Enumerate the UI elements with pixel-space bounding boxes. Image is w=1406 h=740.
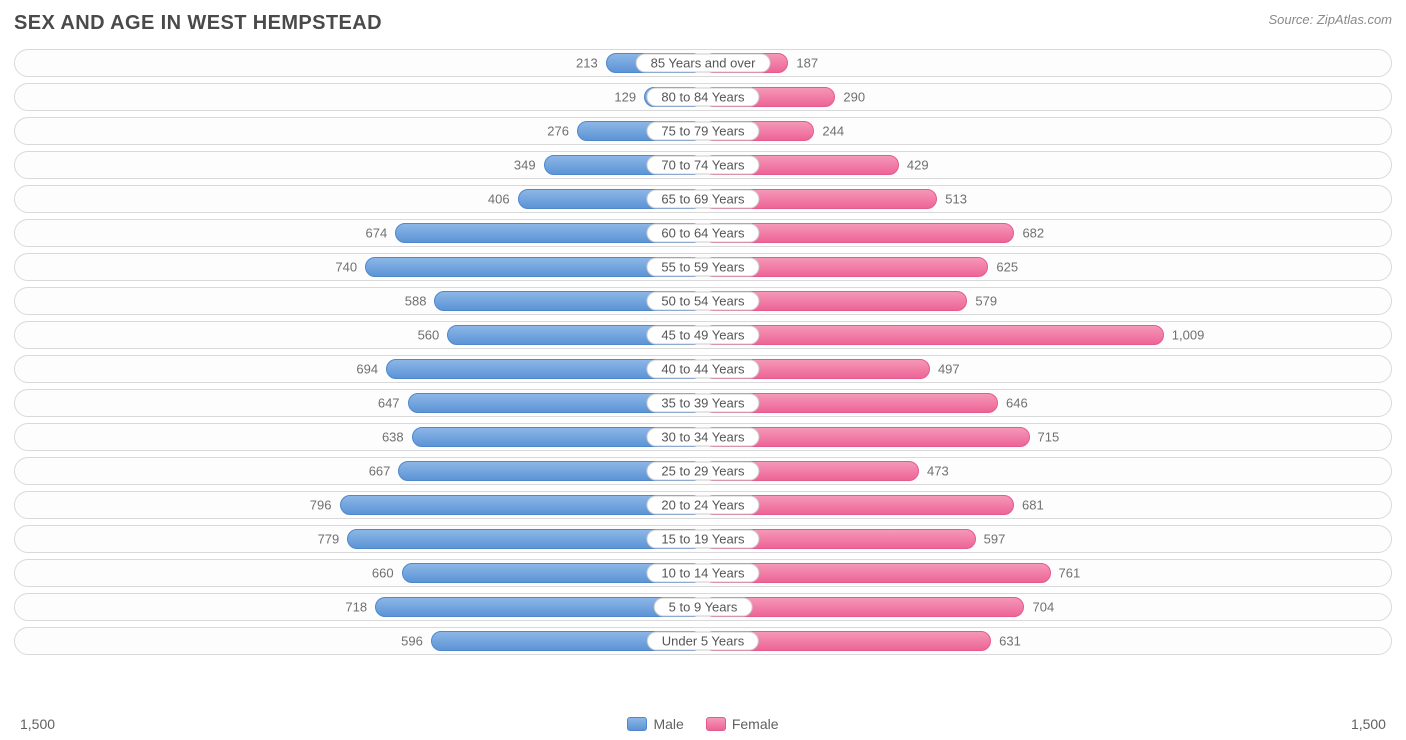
male-value: 560 bbox=[418, 328, 440, 343]
female-value: 1,009 bbox=[1172, 328, 1205, 343]
pyramid-row: 779 597 15 to 19 Years bbox=[14, 525, 1392, 553]
pyramid-row: 796 681 20 to 24 Years bbox=[14, 491, 1392, 519]
legend-male: Male bbox=[627, 716, 683, 732]
male-swatch-icon bbox=[627, 717, 647, 731]
male-value: 718 bbox=[345, 600, 367, 615]
age-category-label: 45 to 49 Years bbox=[646, 326, 759, 345]
female-value: 473 bbox=[927, 464, 949, 479]
age-category-label: Under 5 Years bbox=[647, 632, 759, 651]
age-category-label: 5 to 9 Years bbox=[654, 598, 753, 617]
pyramid-row: 276 244 75 to 79 Years bbox=[14, 117, 1392, 145]
male-value: 779 bbox=[318, 532, 340, 547]
female-value: 715 bbox=[1038, 430, 1060, 445]
age-category-label: 40 to 44 Years bbox=[646, 360, 759, 379]
age-category-label: 70 to 74 Years bbox=[646, 156, 759, 175]
male-value: 276 bbox=[547, 124, 569, 139]
pyramid-row: 660 761 10 to 14 Years bbox=[14, 559, 1392, 587]
age-category-label: 15 to 19 Years bbox=[646, 530, 759, 549]
female-value: 681 bbox=[1022, 498, 1044, 513]
axis-right-label: 1,500 bbox=[1351, 716, 1386, 732]
female-value: 513 bbox=[945, 192, 967, 207]
pyramid-row: 740 625 55 to 59 Years bbox=[14, 253, 1392, 281]
axis-left-label: 1,500 bbox=[20, 716, 55, 732]
age-category-label: 60 to 64 Years bbox=[646, 224, 759, 243]
female-value: 244 bbox=[822, 124, 844, 139]
pyramid-row: 596 631 Under 5 Years bbox=[14, 627, 1392, 655]
age-category-label: 55 to 59 Years bbox=[646, 258, 759, 277]
chart-container: SEX AND AGE IN WEST HEMPSTEAD Source: Zi… bbox=[0, 0, 1406, 740]
female-value: 579 bbox=[975, 294, 997, 309]
male-value: 667 bbox=[369, 464, 391, 479]
male-value: 674 bbox=[366, 226, 388, 241]
female-value: 597 bbox=[984, 532, 1006, 547]
legend-female: Female bbox=[706, 716, 779, 732]
age-category-label: 10 to 14 Years bbox=[646, 564, 759, 583]
male-value: 588 bbox=[405, 294, 427, 309]
pyramid-row: 638 715 30 to 34 Years bbox=[14, 423, 1392, 451]
pyramid-row: 213 187 85 Years and over bbox=[14, 49, 1392, 77]
male-value: 740 bbox=[335, 260, 357, 275]
female-value: 631 bbox=[999, 634, 1021, 649]
female-value: 761 bbox=[1059, 566, 1081, 581]
female-value: 429 bbox=[907, 158, 929, 173]
chart-footer: 1,500 Male Female 1,500 bbox=[14, 716, 1392, 732]
chart-title: SEX AND AGE IN WEST HEMPSTEAD bbox=[14, 12, 382, 35]
pyramid-row: 406 513 65 to 69 Years bbox=[14, 185, 1392, 213]
female-swatch-icon bbox=[706, 717, 726, 731]
female-value: 187 bbox=[796, 56, 818, 71]
legend-male-label: Male bbox=[653, 716, 683, 732]
male-value: 213 bbox=[576, 56, 598, 71]
pyramid-row: 718 704 5 to 9 Years bbox=[14, 593, 1392, 621]
female-value: 704 bbox=[1032, 600, 1054, 615]
pyramid-row: 694 497 40 to 44 Years bbox=[14, 355, 1392, 383]
age-category-label: 30 to 34 Years bbox=[646, 428, 759, 447]
age-category-label: 35 to 39 Years bbox=[646, 394, 759, 413]
male-value: 647 bbox=[378, 396, 400, 411]
male-value: 596 bbox=[401, 634, 423, 649]
male-value: 694 bbox=[356, 362, 378, 377]
male-value: 406 bbox=[488, 192, 510, 207]
header: SEX AND AGE IN WEST HEMPSTEAD Source: Zi… bbox=[14, 12, 1392, 35]
pyramid-chart: 213 187 85 Years and over 129 290 80 to 84 Ye… bbox=[14, 49, 1392, 706]
female-value: 682 bbox=[1022, 226, 1044, 241]
pyramid-row: 349 429 70 to 74 Years bbox=[14, 151, 1392, 179]
pyramid-row: 667 473 25 to 29 Years bbox=[14, 457, 1392, 485]
female-value: 497 bbox=[938, 362, 960, 377]
age-category-label: 65 to 69 Years bbox=[646, 190, 759, 209]
pyramid-row: 588 579 50 to 54 Years bbox=[14, 287, 1392, 315]
female-value: 290 bbox=[843, 90, 865, 105]
male-value: 349 bbox=[514, 158, 536, 173]
age-category-label: 20 to 24 Years bbox=[646, 496, 759, 515]
legend: Male Female bbox=[627, 716, 778, 732]
pyramid-row: 560 1,009 45 to 49 Years bbox=[14, 321, 1392, 349]
pyramid-row: 129 290 80 to 84 Years bbox=[14, 83, 1392, 111]
age-category-label: 85 Years and over bbox=[636, 54, 771, 73]
female-value: 625 bbox=[996, 260, 1018, 275]
male-value: 660 bbox=[372, 566, 394, 581]
legend-female-label: Female bbox=[732, 716, 779, 732]
male-value: 638 bbox=[382, 430, 404, 445]
female-value: 646 bbox=[1006, 396, 1028, 411]
male-value: 129 bbox=[614, 90, 636, 105]
male-value: 796 bbox=[310, 498, 332, 513]
pyramid-row: 674 682 60 to 64 Years bbox=[14, 219, 1392, 247]
age-category-label: 25 to 29 Years bbox=[646, 462, 759, 481]
source-label: Source: ZipAtlas.com bbox=[1268, 12, 1392, 27]
age-category-label: 80 to 84 Years bbox=[646, 88, 759, 107]
age-category-label: 50 to 54 Years bbox=[646, 292, 759, 311]
age-category-label: 75 to 79 Years bbox=[646, 122, 759, 141]
pyramid-row: 647 646 35 to 39 Years bbox=[14, 389, 1392, 417]
female-bar bbox=[703, 325, 1164, 345]
